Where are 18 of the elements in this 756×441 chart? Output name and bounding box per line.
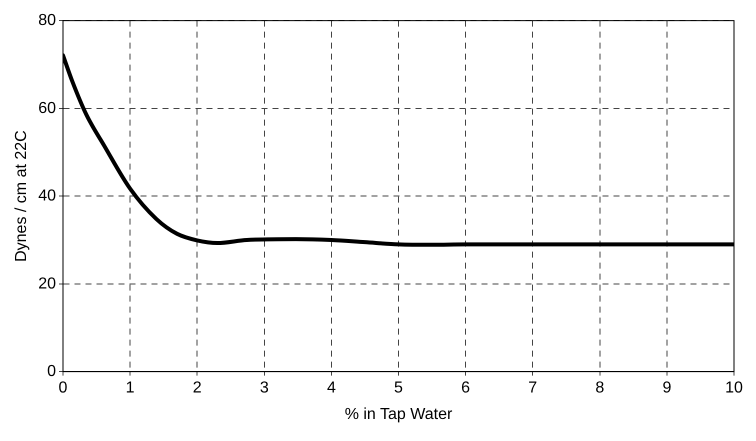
x-tick-label: 1 [126,380,135,397]
y-tick-label: 20 [38,275,56,292]
x-tick-label: 0 [58,380,68,397]
y-tick-label: 40 [38,188,56,205]
y-tick-label: 60 [38,100,56,117]
x-tick-label: 3 [260,380,269,397]
y-axis-title: Dynes / cm at 22C [13,130,30,262]
x-tick-label: 7 [528,380,538,397]
y-tick-label: 0 [47,363,56,380]
y-tick-label: 80 [38,12,56,30]
x-tick-label: 4 [326,380,336,397]
x-tick-label: 9 [662,380,672,397]
x-axis-title: % in Tap Water [344,406,453,423]
x-tick-label: 8 [595,380,604,397]
x-tick-label: 6 [461,380,470,397]
x-tick-label: 10 [725,380,743,397]
x-tick-label: 5 [394,380,404,397]
x-tick-label: 2 [192,380,202,397]
